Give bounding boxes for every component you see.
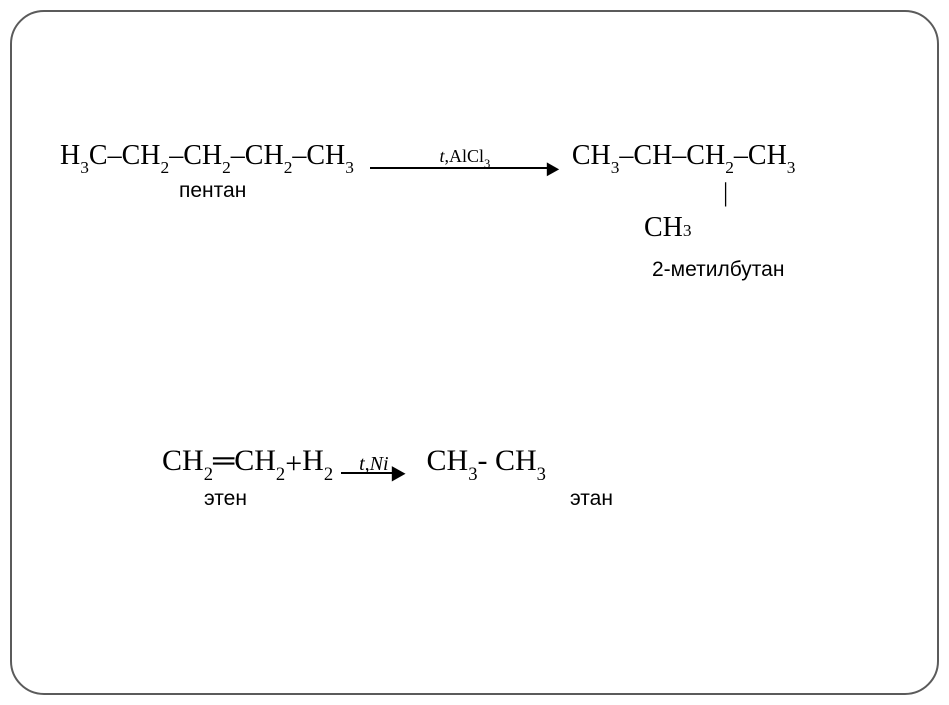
arrow-stem <box>341 472 393 474</box>
r2-arrow: t,Ni ▶ <box>341 454 406 474</box>
r1-branch-bar: | <box>723 178 728 208</box>
sub: 2 <box>276 464 285 485</box>
txt: C–CH <box>89 140 161 171</box>
r2-plus: + <box>285 447 302 481</box>
r2-product-label: этан <box>570 487 613 511</box>
r1-arrow: t,AlCl3 ▶ <box>370 147 560 169</box>
arrow-stem <box>370 167 548 169</box>
sub: 3 <box>80 158 89 177</box>
arrow-line: ▶ <box>341 472 406 474</box>
r1-branch-group: CH3 <box>644 212 692 244</box>
r2-reagent-label: этен <box>204 487 247 511</box>
txt: CH <box>644 212 683 244</box>
r2-reagent-right: H2 <box>302 444 333 483</box>
arrow-line: ▶ <box>370 167 560 169</box>
r2-arrow-conditions: t,Ni <box>359 454 388 474</box>
r1-product-label: 2-метилбутан <box>652 258 784 282</box>
r2-reagent-left: CH2═CH2 <box>162 444 285 483</box>
rounded-frame: H3C–CH2–CH2–CH2–CH3 t,AlCl3 ▶ CH3–CH–CH2… <box>10 10 939 695</box>
sub: 2 <box>161 158 170 177</box>
r2-product-formula: CH3- CH3 <box>427 444 546 483</box>
r1-reagent-formula: H3C–CH2–CH2–CH2–CH3 <box>60 140 354 176</box>
sub: 3 <box>611 158 620 177</box>
txt: CH <box>572 140 611 171</box>
cond-rest: ,AlCl <box>444 146 484 166</box>
txt: CH <box>427 444 469 477</box>
sub: 2 <box>324 464 333 485</box>
sub: 3 <box>683 221 692 241</box>
r1-reagent-label: пентан <box>179 179 246 203</box>
sub: 3 <box>787 158 796 177</box>
cond-sub: 3 <box>484 157 490 171</box>
sub: 2 <box>284 158 293 177</box>
txt: –CH <box>231 140 284 171</box>
txt: CH <box>162 444 204 477</box>
r1-product-formula: CH3–CH–CH2–CH3 <box>572 140 796 176</box>
reaction-2-row: CH2═CH2 + H2 t,Ni ▶ CH3- CH3 <box>162 444 546 483</box>
txt: –CH–CH <box>619 140 725 171</box>
content-area: H3C–CH2–CH2–CH2–CH3 t,AlCl3 ▶ CH3–CH–CH2… <box>12 12 937 693</box>
sub: 3 <box>468 464 477 485</box>
sub: 2 <box>222 158 231 177</box>
sub: 2 <box>204 464 213 485</box>
txt: –CH <box>169 140 222 171</box>
txt: ═CH <box>213 444 276 477</box>
reaction-1-row: H3C–CH2–CH2–CH2–CH3 t,AlCl3 ▶ CH3–CH–CH2… <box>60 140 795 176</box>
sub: 2 <box>725 158 734 177</box>
sub: 3 <box>537 464 546 485</box>
txt: H <box>60 140 80 171</box>
txt: –CH <box>292 140 345 171</box>
r1-arrow-conditions: t,AlCl3 <box>439 147 490 169</box>
txt: H <box>302 444 324 477</box>
txt: –CH <box>734 140 787 171</box>
sub: 3 <box>345 158 354 177</box>
txt: - CH <box>477 444 536 477</box>
